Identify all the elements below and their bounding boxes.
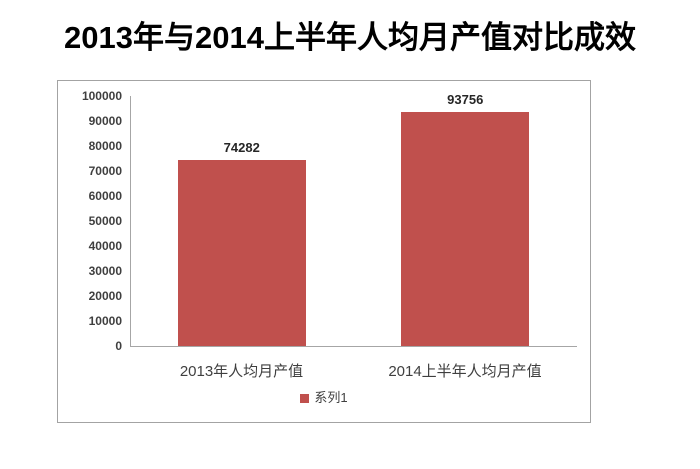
y-tick-label: 40000 (88, 239, 122, 253)
x-category-label: 2013年人均月产值 (179, 363, 304, 380)
y-tick-label: 0 (115, 339, 122, 353)
y-tick-label: 90000 (88, 114, 122, 128)
bar (401, 112, 530, 346)
y-axis-line (130, 96, 131, 347)
y-tick-label: 10000 (88, 314, 122, 328)
y-tick-label: 30000 (88, 264, 122, 278)
y-tick-label: 60000 (88, 189, 122, 203)
legend: 系列1 (58, 390, 590, 406)
legend-marker-icon (300, 393, 310, 403)
bar (177, 160, 306, 346)
x-axis-line (130, 346, 577, 347)
bar-data-label: 93756 (447, 92, 484, 107)
bar-data-label: 74282 (223, 140, 260, 155)
y-tick-label: 80000 (88, 139, 122, 153)
chart-title: 2013年与2014上半年人均月产值对比成效 (64, 20, 636, 55)
y-tick-label: 20000 (88, 289, 122, 303)
chart-frame: 0 10000 20000 30000 40000 50000 60000 70000 8000… (57, 80, 591, 423)
y-tick-label: 100000 (81, 89, 122, 103)
legend-series-label: 系列1 (314, 390, 348, 405)
y-tick-label: 50000 (88, 214, 122, 228)
x-category-label: 2014上半年人均月产值 (388, 363, 542, 380)
y-tick-label: 70000 (88, 164, 122, 178)
